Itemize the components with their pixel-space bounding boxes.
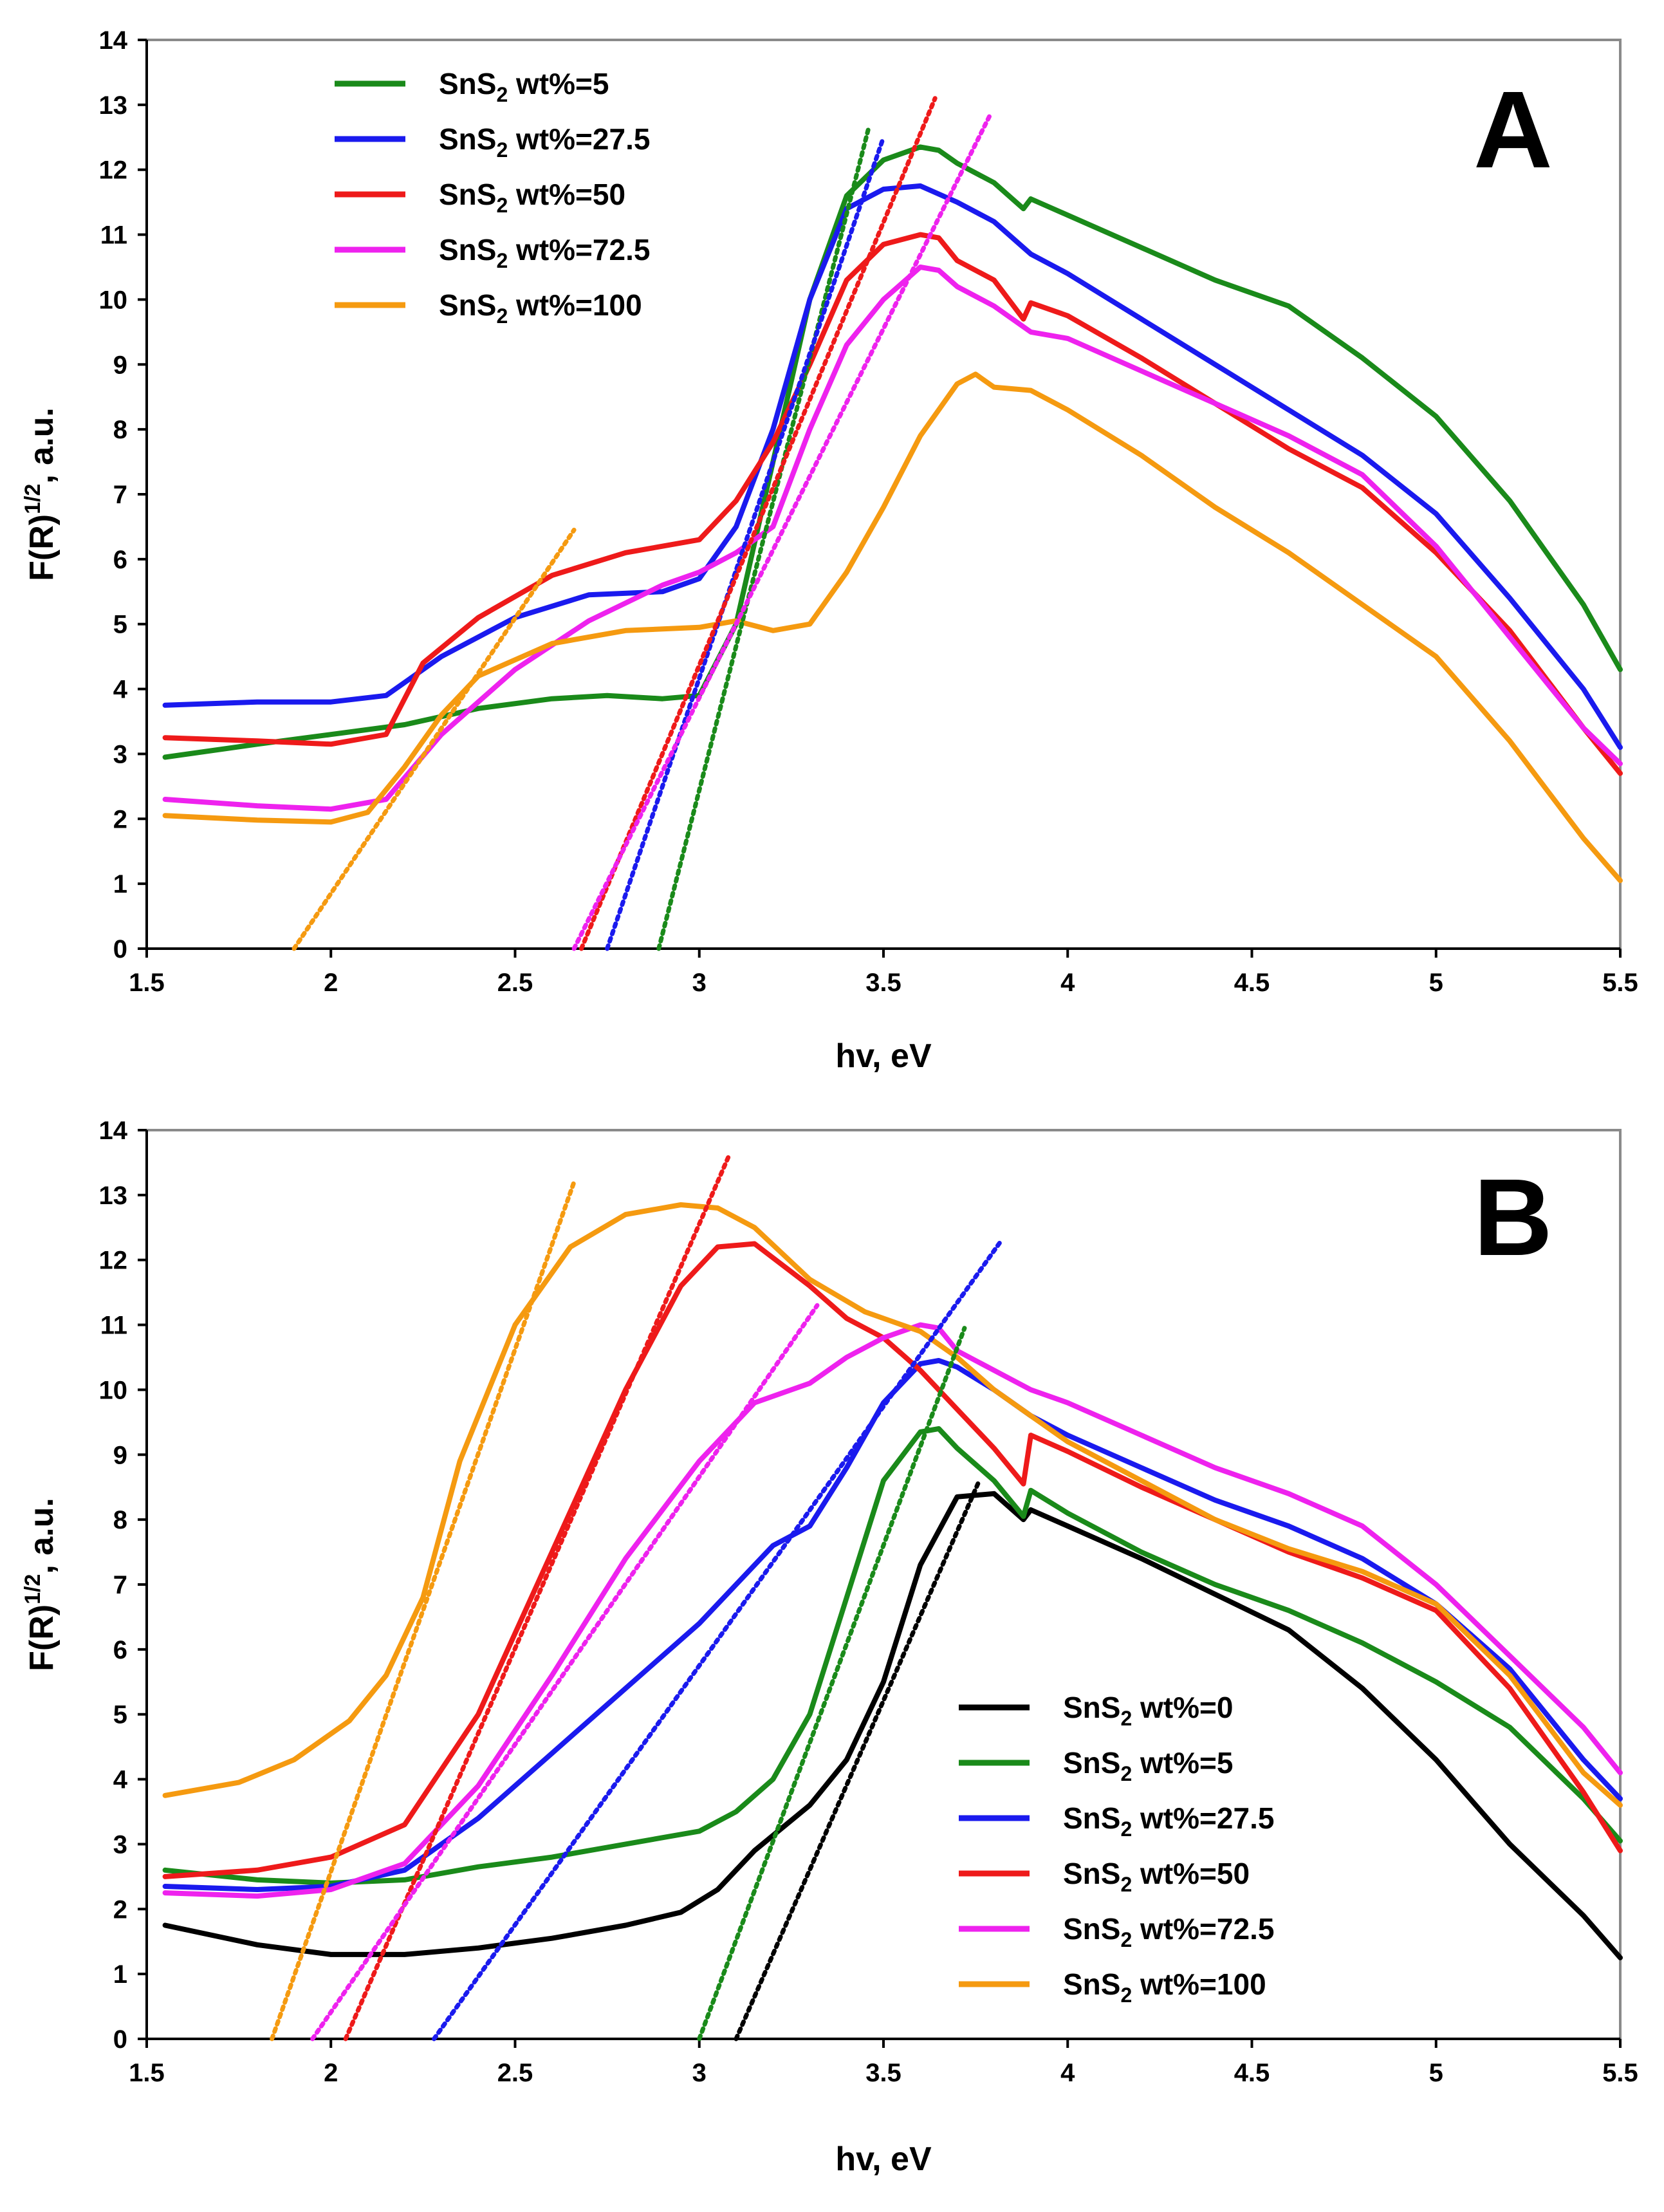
- y-tick-label-b: 2: [113, 1895, 127, 1924]
- x-tick-label-a: 5: [1429, 969, 1443, 997]
- y-tick-label-a: 11: [100, 221, 127, 250]
- tangent-line-a-0: [291, 527, 577, 951]
- series-line-b-5: [162, 1202, 1623, 1808]
- panel-label-a: A: [1474, 69, 1553, 191]
- legend-b: SnS2 wt%=0 SnS2 wt%=5 SnS2 wt%=27.5 SnS2 wt…: [959, 1691, 1274, 2007]
- tangent-line-a-2: [605, 135, 886, 951]
- x-axis-title-b: hv, eV: [835, 2141, 932, 2178]
- y-tick-label-b: 1: [113, 1960, 127, 1989]
- series-line-b-1: [162, 1426, 1623, 1886]
- y-tick-label-a: 9: [113, 351, 127, 379]
- x-tick-label-b: 4.5: [1234, 2059, 1270, 2087]
- x-tick-label-b: 3: [692, 2059, 707, 2087]
- y-tick-label-b: 7: [113, 1571, 127, 1599]
- legend-label-a-0: SnS2 wt%=5: [439, 67, 609, 106]
- tangent-line-a-4: [571, 112, 993, 951]
- x-tick-label-a: 3.5: [865, 969, 901, 997]
- y-tick-label-a: 3: [113, 740, 127, 768]
- legend-label-a-2: SnS2 wt%=50: [439, 178, 625, 217]
- x-tick-label-a: 2: [324, 969, 338, 997]
- series-line-a-0: [162, 144, 1623, 760]
- y-tick-label-a: 6: [113, 546, 127, 574]
- tangent-line-b-1: [343, 1153, 732, 2041]
- y-tick-label-a: 5: [113, 611, 127, 639]
- x-tick-label-a: 1.5: [129, 969, 165, 997]
- y-axis-title-b: F(R)1/2, a.u.: [21, 1498, 60, 1671]
- tangent-line-b-2: [310, 1303, 820, 2041]
- y-tick-label-b: 4: [113, 1766, 128, 1794]
- tangent-line-b-4: [697, 1326, 967, 2041]
- panel-b: 1.5 2 2.5 3 3.5 4 4.5 5 5.501234567891011121314 …: [21, 1117, 1638, 2178]
- plot-frame-b: [145, 1129, 1622, 2040]
- x-tick-label-a: 3: [692, 969, 707, 997]
- legend-label-b-1: SnS2 wt%=5: [1063, 1746, 1234, 1785]
- legend-label-a-4: SnS2 wt%=100: [439, 288, 642, 328]
- legend-label-b-0: SnS2 wt%=0: [1063, 1691, 1234, 1730]
- y-tick-label-a: 13: [99, 91, 128, 120]
- x-tick-label-b: 5.5: [1602, 2059, 1638, 2087]
- y-tick-label-b: 8: [113, 1506, 127, 1534]
- y-tick-label-b: 6: [113, 1636, 127, 1664]
- legend-label-b-3: SnS2 wt%=50: [1063, 1857, 1250, 1896]
- x-tick-label-a: 5.5: [1602, 969, 1638, 997]
- legend-label-a-1: SnS2 wt%=27.5: [439, 122, 650, 162]
- y-tick-label-a: 14: [99, 26, 128, 55]
- y-tick-label-a: 2: [113, 805, 127, 833]
- panel-label-b: B: [1474, 1157, 1553, 1279]
- y-tick-label-b: 9: [113, 1441, 127, 1469]
- y-tick-label-b: 5: [113, 1701, 127, 1729]
- series-line-a-1: [162, 183, 1623, 750]
- series-line-a-3: [162, 265, 1623, 812]
- y-axis-title-a: F(R)1/2, a.u.: [21, 407, 60, 581]
- tangent-line-a-1: [656, 125, 871, 951]
- y-tick-label-b: 3: [113, 1830, 127, 1859]
- x-tick-label-b: 3.5: [865, 2059, 901, 2087]
- y-tick-label-b: 13: [99, 1182, 128, 1210]
- y-tick-label-a: 8: [113, 416, 127, 444]
- y-tick-label-a: 0: [113, 935, 127, 963]
- x-tick-label-b: 2.5: [497, 2059, 533, 2087]
- tangent-line-a-3: [579, 96, 938, 951]
- y-tick-label-a: 4: [113, 676, 128, 704]
- legend-label-b-4: SnS2 wt%=72.5: [1063, 1912, 1274, 1951]
- tangent-line-b-0: [270, 1180, 577, 2041]
- y-tick-label-b: 12: [99, 1247, 128, 1275]
- tangent-line-b-5: [734, 1478, 982, 2041]
- series-line-a-4: [162, 371, 1623, 884]
- x-tick-label-b: 5: [1429, 2059, 1443, 2087]
- tangent-line-b-3: [432, 1238, 1004, 2041]
- x-tick-label-b: 1.5: [129, 2059, 165, 2087]
- legend-label-b-2: SnS2 wt%=27.5: [1063, 1801, 1274, 1841]
- x-tick-label-a: 2.5: [497, 969, 533, 997]
- series-line-b-3: [162, 1241, 1623, 1879]
- y-tick-label-b: 14: [99, 1117, 128, 1145]
- y-tick-label-a: 10: [99, 286, 128, 314]
- series-line-a-2: [162, 232, 1623, 776]
- x-tick-label-b: 2: [324, 2059, 338, 2087]
- y-tick-label-b: 10: [99, 1376, 128, 1404]
- y-tick-label-a: 7: [113, 481, 127, 509]
- y-tick-label-a: 1: [113, 870, 127, 898]
- legend-a: SnS2 wt%=5 SnS2 wt%=27.5 SnS2 wt%=50 SnS2 w…: [335, 67, 650, 328]
- legend-label-a-3: SnS2 wt%=72.5: [439, 233, 650, 272]
- y-tick-label-b: 11: [100, 1312, 127, 1340]
- y-tick-label-b: 0: [113, 2025, 127, 2054]
- y-tick-label-a: 12: [99, 156, 128, 185]
- x-tick-label-a: 4: [1060, 969, 1075, 997]
- x-tick-label-a: 4.5: [1234, 969, 1270, 997]
- series-line-b-2: [162, 1358, 1623, 1892]
- panel-a: 1.5 2 2.5 3 3.5 4 4.5 5 5.501234567891011121314 …: [21, 26, 1638, 1075]
- x-tick-label-b: 4: [1060, 2059, 1075, 2087]
- x-axis-title-a: hv, eV: [835, 1037, 932, 1075]
- series-line-b-4: [162, 1322, 1623, 1899]
- legend-label-b-5: SnS2 wt%=100: [1063, 1967, 1266, 2007]
